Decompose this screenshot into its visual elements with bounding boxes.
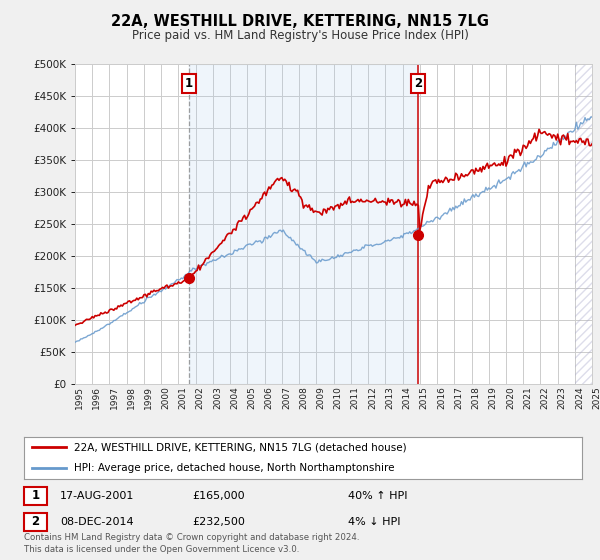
- Text: 2010: 2010: [334, 386, 343, 409]
- Text: 2024: 2024: [575, 386, 584, 409]
- Bar: [418, 64, 592, 384]
- Text: 1998: 1998: [127, 386, 136, 409]
- Text: 2008: 2008: [299, 386, 308, 409]
- Text: 2020: 2020: [506, 386, 515, 409]
- Text: 2013: 2013: [385, 386, 394, 409]
- Text: 2003: 2003: [213, 386, 222, 409]
- Text: 2009: 2009: [316, 386, 325, 409]
- Text: 22A, WESTHILL DRIVE, KETTERING, NN15 7LG (detached house): 22A, WESTHILL DRIVE, KETTERING, NN15 7LG…: [74, 442, 407, 452]
- Text: 2002: 2002: [196, 386, 205, 409]
- Text: 22A, WESTHILL DRIVE, KETTERING, NN15 7LG: 22A, WESTHILL DRIVE, KETTERING, NN15 7LG: [111, 14, 489, 29]
- Text: 1997: 1997: [109, 386, 118, 409]
- Text: 1999: 1999: [144, 386, 153, 409]
- Bar: [575, 64, 592, 384]
- Text: 2007: 2007: [282, 386, 291, 409]
- Text: Contains HM Land Registry data © Crown copyright and database right 2024.
This d: Contains HM Land Registry data © Crown c…: [24, 533, 359, 554]
- Text: HPI: Average price, detached house, North Northamptonshire: HPI: Average price, detached house, Nort…: [74, 463, 395, 473]
- Text: 1996: 1996: [92, 386, 101, 409]
- Text: 2018: 2018: [472, 386, 481, 409]
- Text: 2005: 2005: [247, 386, 256, 409]
- Text: 17-AUG-2001: 17-AUG-2001: [60, 491, 134, 501]
- Text: 2006: 2006: [265, 386, 274, 409]
- Text: 2001: 2001: [178, 386, 187, 409]
- Text: £165,000: £165,000: [192, 491, 245, 501]
- Text: 2: 2: [415, 77, 422, 90]
- Text: 2: 2: [31, 515, 40, 529]
- Bar: [189, 64, 418, 384]
- Text: 2011: 2011: [351, 386, 360, 409]
- Text: 2016: 2016: [437, 386, 446, 409]
- Text: 2015: 2015: [420, 386, 429, 409]
- Text: 1995: 1995: [75, 386, 84, 409]
- Text: 2014: 2014: [403, 386, 412, 409]
- Text: Price paid vs. HM Land Registry's House Price Index (HPI): Price paid vs. HM Land Registry's House …: [131, 29, 469, 42]
- Text: 2025: 2025: [592, 386, 600, 409]
- Text: £232,500: £232,500: [192, 517, 245, 527]
- Text: 1: 1: [185, 77, 193, 90]
- Text: 2017: 2017: [454, 386, 463, 409]
- Text: 4% ↓ HPI: 4% ↓ HPI: [348, 517, 401, 527]
- Text: 2012: 2012: [368, 386, 377, 409]
- Text: 2019: 2019: [489, 386, 498, 409]
- Text: 2000: 2000: [161, 386, 170, 409]
- Text: 2021: 2021: [523, 386, 532, 409]
- Text: 1: 1: [31, 489, 40, 502]
- Text: 40% ↑ HPI: 40% ↑ HPI: [348, 491, 407, 501]
- Text: 08-DEC-2014: 08-DEC-2014: [60, 517, 134, 527]
- Text: 2023: 2023: [558, 386, 567, 409]
- Text: 2004: 2004: [230, 386, 239, 409]
- Text: 2022: 2022: [541, 386, 550, 409]
